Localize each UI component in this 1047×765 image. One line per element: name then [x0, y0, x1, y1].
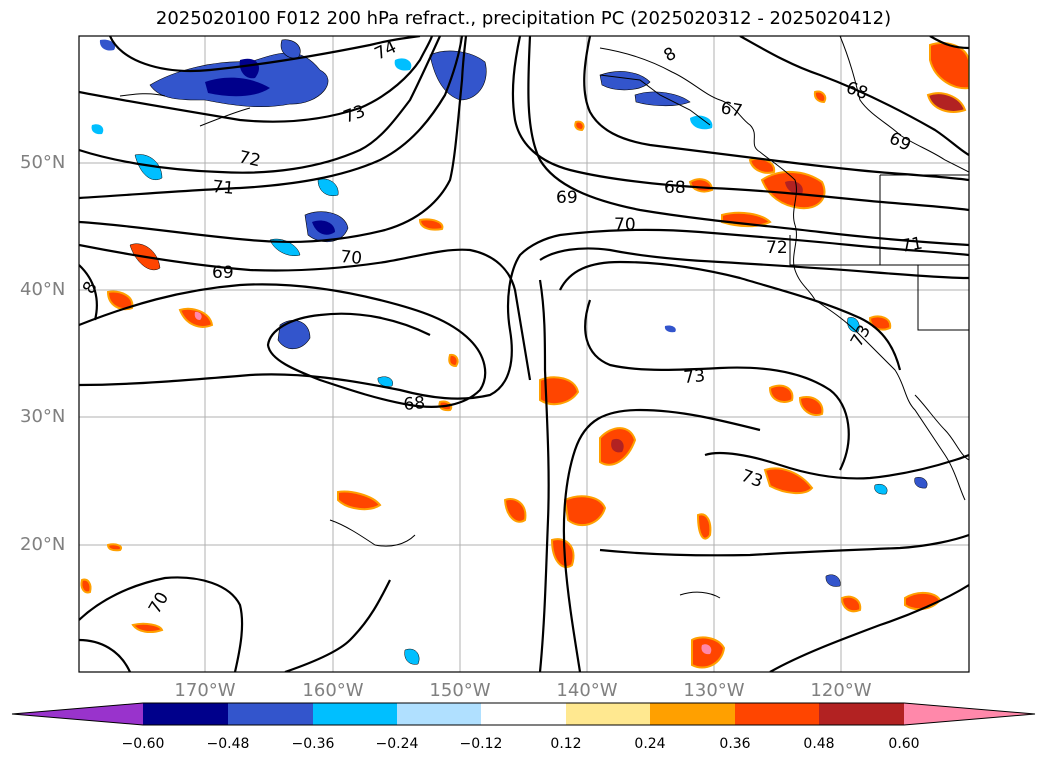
colorbar-segment — [143, 703, 228, 725]
lon-label: 130°W — [683, 680, 745, 701]
colorbar-tick-label: 0.36 — [719, 736, 751, 752]
lon-label: 120°W — [810, 680, 872, 701]
coastlines — [119, 36, 969, 599]
lat-label: 30°N — [20, 406, 66, 427]
colorbar-tick-label: 0.60 — [888, 736, 920, 752]
lon-label: 160°W — [302, 680, 364, 701]
colorbar — [11, 702, 1036, 726]
colorbar-tick-label: 0.24 — [634, 736, 666, 752]
lat-label: 40°N — [20, 279, 66, 300]
colorbar-tick-label: −0.48 — [206, 736, 250, 752]
colorbar-segment — [228, 703, 313, 725]
contour-label: 72 — [237, 147, 262, 171]
colorbar-segment — [313, 703, 397, 725]
graticule — [79, 36, 969, 672]
colorbar-tick-label: −0.12 — [459, 736, 503, 752]
contour-labels: 74 73 72 71 70 69 67 68 69 69 68 70 72 7… — [79, 37, 924, 617]
contour-label: 68 — [403, 393, 426, 415]
contour-label: 71 — [899, 233, 924, 256]
colorbar-extend-low — [12, 703, 143, 725]
positive-anomaly-shading — [80, 42, 969, 669]
contour-label: 69 — [212, 263, 234, 283]
map-frame — [78, 35, 970, 673]
colorbar-segment — [735, 703, 819, 725]
lon-label: 170°W — [174, 680, 236, 701]
colorbar-tick-label: −0.24 — [375, 736, 419, 752]
refractivity-contours — [79, 36, 969, 672]
contour-label: 70 — [614, 215, 636, 235]
colorbar-tick-label: 0.12 — [550, 736, 582, 752]
lon-label: 140°W — [556, 680, 618, 701]
lat-label: 50°N — [20, 152, 66, 173]
colorbar-tick-label: 0.48 — [803, 736, 835, 752]
lat-label: 20°N — [20, 534, 66, 555]
contour-label: 73 — [683, 366, 706, 388]
map-title: 2025020100 F012 200 hPa refract., precip… — [155, 8, 892, 29]
colorbar-segment — [819, 703, 904, 725]
colorbar-segment — [481, 703, 566, 725]
contour-label: 69 — [556, 188, 578, 208]
lon-label: 150°W — [429, 680, 491, 701]
colorbar-segment — [566, 703, 650, 725]
contour-label: 71 — [212, 177, 235, 199]
colorbar-tick-label: −0.60 — [121, 736, 165, 752]
negative-anomaly-shading — [91, 39, 928, 665]
contour-label: 67 — [719, 98, 744, 121]
contour-label: 68 — [664, 178, 686, 198]
contour-label: 70 — [340, 247, 363, 269]
colorbar-tick-label: −0.36 — [291, 736, 335, 752]
colorbar-segment — [650, 703, 735, 725]
colorbar-segment — [397, 703, 481, 725]
contour-label: 72 — [766, 238, 788, 258]
colorbar-extend-high — [904, 703, 1035, 725]
